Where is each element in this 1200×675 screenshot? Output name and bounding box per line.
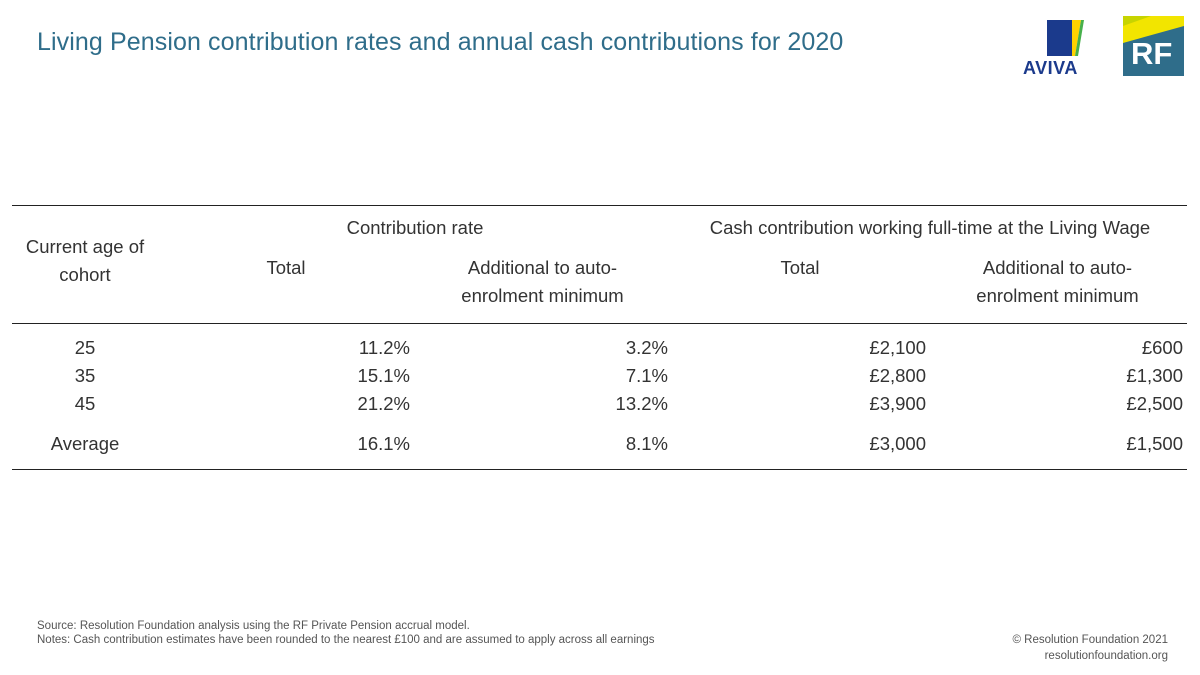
table-row-cash-total: £3,000 [869,433,926,454]
page-title: Living Pension contribution rates and an… [37,28,844,56]
table-row-rate-additional: 8.1% [625,433,668,454]
table-row-cash-total: £3,900 [869,393,926,414]
footer-source: Source: Resolution Foundation analysis u… [37,620,470,632]
table-row-age: 45 [74,393,96,414]
group-header-cash-contribution: Cash contribution working full-time at t… [709,217,1151,238]
table-row-rate-additional: 13.2% [615,393,668,414]
subheader-cash-additional: Additional to auto-enrolment minimum [976,257,1139,306]
rf-logo [1123,16,1184,76]
table-row-cash-additional: £1,300 [1126,365,1183,386]
table-bottom-rule [12,469,1187,470]
table-row-rate-additional: 7.1% [625,365,668,386]
table-row-cash-total: £2,100 [869,337,926,358]
table-top-rule [12,205,1187,206]
table-header-rule [12,323,1187,324]
table-row-rate-additional: 3.2% [625,337,668,358]
aviva-logo [1047,20,1084,56]
table-row-cash-additional: £2,500 [1126,393,1183,414]
table-row-age: Average [50,433,120,454]
aviva-logo-wordmark: AVIVA [1023,58,1078,78]
table-row-rate-total: 15.1% [357,365,410,386]
row-header: Current age of cohort [25,236,145,285]
table-row-age: 35 [74,365,96,386]
table-row-rate-total: 21.2% [357,393,410,414]
footer-notes: Notes: Cash contribution estimates have … [37,634,655,646]
subheader-rate-total: Total [266,257,306,278]
subheader-cash-total: Total [780,257,820,278]
rf-logo-text: RF [1131,36,1173,71]
table-row-rate-total: 11.2% [358,337,410,358]
subheader-rate-additional: Additional to auto-enrolment minimum [461,257,624,306]
footer-copyright: © Resolution Foundation 2021 [1012,634,1168,646]
table-row-rate-total: 16.1% [357,433,410,454]
footer-website: resolutionfoundation.org [1044,650,1168,662]
table-row-cash-total: £2,800 [869,365,926,386]
table-row-age: 25 [74,337,96,358]
table-row-cash-additional: £1,500 [1126,433,1183,454]
group-header-contribution-rate: Contribution rate [346,217,484,238]
table-row-cash-additional: £600 [1141,337,1183,358]
